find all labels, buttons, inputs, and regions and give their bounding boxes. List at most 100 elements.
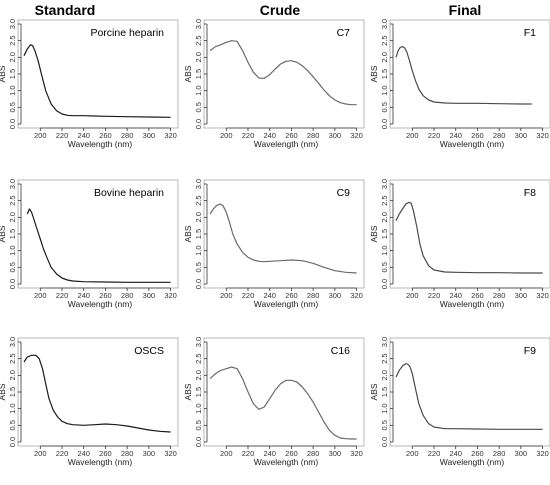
y-tick-label: 2.0 — [380, 52, 389, 62]
x-axis-label: Wavelength (nm) — [440, 299, 505, 309]
x-tick-label: 240 — [77, 131, 90, 140]
x-tick-label: 300 — [515, 291, 528, 300]
x-tick-label: 320 — [536, 131, 549, 140]
y-axis-label: ABS — [183, 383, 193, 400]
y-tick-label: 3.0 — [194, 19, 203, 29]
x-tick-label: 240 — [449, 449, 462, 458]
x-tick-label: 240 — [77, 291, 90, 300]
x-tick-label: 320 — [536, 449, 549, 458]
x-axis-label: Wavelength (nm) — [68, 299, 133, 309]
absorbance-curve — [26, 208, 171, 283]
panel-label: Porcine heparin — [90, 27, 164, 39]
y-tick-label: 3.0 — [380, 337, 389, 347]
y-tick-label: 1.5 — [194, 387, 203, 397]
y-tick-label: 2.5 — [194, 353, 203, 363]
x-tick-label: 320 — [350, 449, 363, 458]
y-axis-label: ABS — [369, 225, 379, 242]
y-tick-label: 1.0 — [380, 85, 389, 95]
x-axis-label: Wavelength (nm) — [68, 457, 133, 467]
absorbance-curve — [23, 354, 171, 433]
x-tick-label: 280 — [493, 449, 506, 458]
absorbance-curve — [23, 44, 171, 118]
y-tick-label: 0.5 — [194, 262, 203, 272]
x-tick-label: 200 — [220, 131, 233, 140]
y-tick-label: 0.0 — [194, 279, 203, 289]
y-tick-label: 0.0 — [8, 437, 17, 447]
y-tick-label: 1.5 — [194, 69, 203, 79]
y-tick-label: 1.5 — [8, 387, 17, 397]
x-tick-label: 240 — [77, 449, 90, 458]
y-tick-label: 2.5 — [380, 35, 389, 45]
spectrum-panel-7: 0.0 0.5 1.0 1.5 2.0 2.5 3.0 200 220 240 260 280 300 3… — [183, 337, 365, 467]
y-axis-label: ABS — [369, 65, 379, 82]
panel-label: Bovine heparin — [94, 187, 164, 199]
y-tick-label: 2.0 — [8, 370, 17, 380]
x-tick-label: 220 — [428, 291, 441, 300]
x-tick-label: 240 — [449, 291, 462, 300]
y-tick-label: 2.0 — [194, 52, 203, 62]
spectrum-panel-4: 0.0 0.5 1.0 1.5 2.0 2.5 3.0 200 220 240 260 280 300 3… — [183, 179, 365, 309]
y-tick-label: 2.0 — [194, 212, 203, 222]
y-tick-label: 0.5 — [8, 420, 17, 430]
y-tick-label: 0.5 — [194, 420, 203, 430]
y-tick-label: 0.5 — [8, 102, 17, 112]
x-tick-label: 280 — [121, 449, 134, 458]
spectrum-panel-6: 0.0 0.5 1.0 1.5 2.0 2.5 3.0 200 220 240 260 280 300 3… — [0, 337, 179, 467]
panel-label: C9 — [337, 187, 351, 199]
y-axis-label: ABS — [0, 383, 7, 400]
y-tick-label: 1.5 — [380, 229, 389, 239]
x-tick-label: 300 — [515, 449, 528, 458]
y-tick-label: 2.5 — [8, 35, 17, 45]
y-tick-label: 1.5 — [380, 387, 389, 397]
x-tick-label: 300 — [143, 131, 156, 140]
x-tick-label: 220 — [56, 449, 69, 458]
column-header-final: Final — [449, 2, 482, 18]
x-tick-label: 220 — [242, 291, 255, 300]
x-tick-label: 300 — [329, 449, 342, 458]
y-tick-label: 0.0 — [8, 119, 17, 129]
y-tick-label: 1.0 — [8, 85, 17, 95]
x-tick-label: 280 — [493, 291, 506, 300]
x-tick-label: 220 — [428, 131, 441, 140]
x-tick-label: 320 — [350, 291, 363, 300]
y-tick-label: 2.0 — [8, 212, 17, 222]
y-tick-label: 0.5 — [8, 262, 17, 272]
x-tick-label: 200 — [220, 449, 233, 458]
x-tick-label: 240 — [449, 131, 462, 140]
column-header-standard: Standard — [35, 2, 96, 18]
y-axis-label: ABS — [183, 65, 193, 82]
y-tick-label: 2.0 — [8, 52, 17, 62]
x-axis-label: Wavelength (nm) — [440, 457, 505, 467]
x-tick-label: 300 — [515, 131, 528, 140]
panel-label: OSCS — [134, 345, 164, 357]
x-tick-label: 300 — [329, 291, 342, 300]
panel-label: F1 — [524, 27, 536, 39]
y-tick-label: 2.0 — [380, 212, 389, 222]
y-tick-label: 2.5 — [194, 35, 203, 45]
x-tick-label: 200 — [220, 291, 233, 300]
x-tick-label: 320 — [164, 131, 177, 140]
y-tick-label: 3.0 — [8, 179, 17, 189]
y-tick-label: 0.5 — [380, 420, 389, 430]
absorbance-curve — [209, 366, 357, 440]
y-tick-label: 3.0 — [380, 179, 389, 189]
y-tick-label: 0.0 — [8, 279, 17, 289]
x-axis-label: Wavelength (nm) — [68, 139, 133, 149]
spectrum-panel-3: 0.0 0.5 1.0 1.5 2.0 2.5 3.0 200 220 240 260 280 300 3… — [0, 179, 179, 309]
y-tick-label: 3.0 — [8, 337, 17, 347]
x-axis-label: Wavelength (nm) — [254, 139, 319, 149]
y-tick-label: 0.0 — [380, 119, 389, 129]
y-tick-label: 1.5 — [8, 229, 17, 239]
x-tick-label: 220 — [428, 449, 441, 458]
y-axis-label: ABS — [369, 383, 379, 400]
x-tick-label: 200 — [34, 131, 47, 140]
x-tick-label: 280 — [121, 291, 134, 300]
x-tick-label: 280 — [307, 131, 320, 140]
x-tick-label: 240 — [263, 131, 276, 140]
y-tick-label: 1.5 — [8, 69, 17, 79]
x-tick-label: 280 — [307, 449, 320, 458]
y-tick-label: 0.5 — [194, 102, 203, 112]
absorbance-curve — [395, 363, 543, 430]
x-tick-label: 260 — [471, 449, 484, 458]
spectrum-panel-5: 0.0 0.5 1.0 1.5 2.0 2.5 3.0 200 220 240 260 280 300 3… — [369, 179, 550, 309]
